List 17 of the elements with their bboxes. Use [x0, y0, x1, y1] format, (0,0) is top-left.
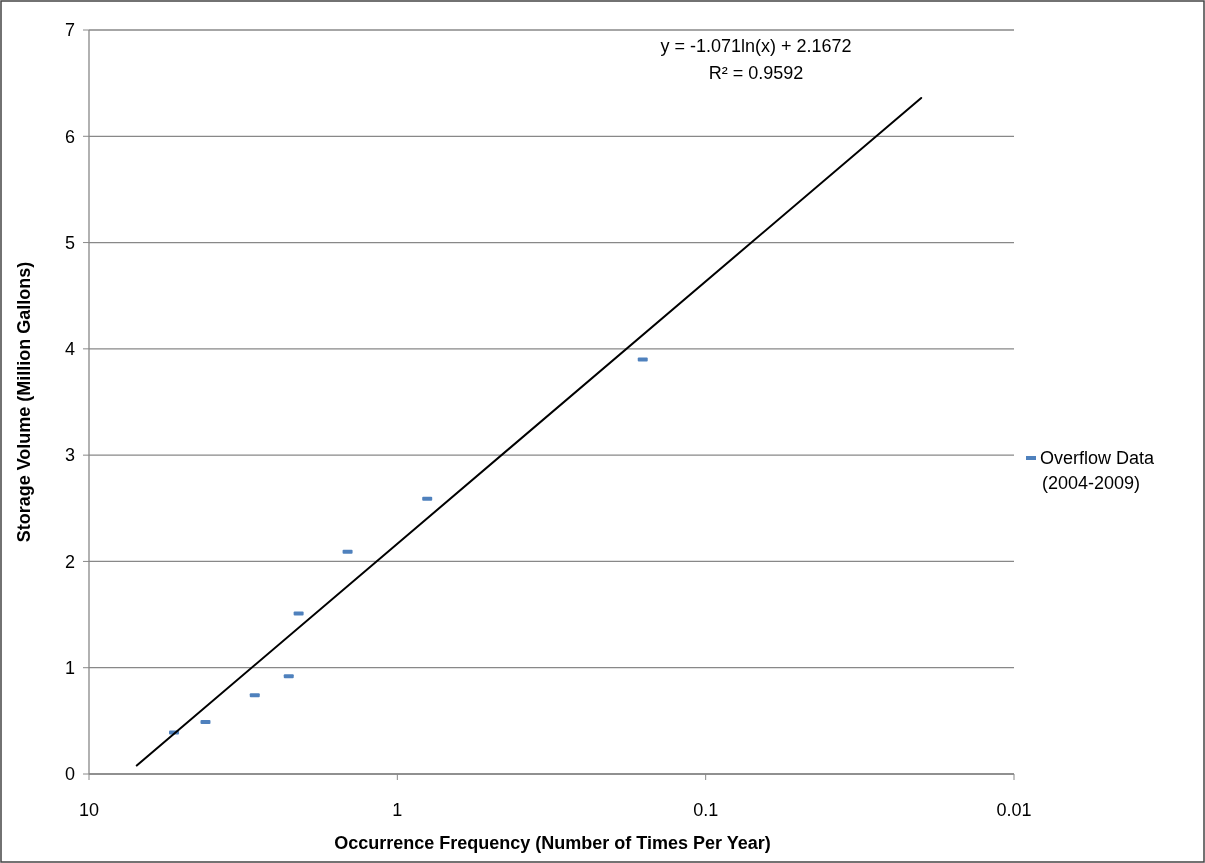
- x-axis-title: Occurrence Frequency (Number of Times Per Year): [334, 833, 771, 853]
- legend-label: Overflow Data (2004-2009): [1040, 448, 1156, 494]
- y-tick-label: 0: [64, 764, 75, 785]
- y-tick-label: 5: [64, 232, 75, 253]
- y-tick-label: 2: [64, 551, 75, 572]
- y-tick-label: 6: [64, 126, 75, 147]
- y-tick-label: 4: [64, 339, 75, 360]
- y-tick-label: 3: [64, 445, 75, 466]
- x-tick-label: 0.01: [996, 800, 1032, 820]
- x-tick-label: 1: [392, 800, 403, 820]
- y-axis-title: Storage Volume (Million Gallons): [14, 261, 34, 543]
- annotation: R² = 0.9592: [708, 63, 804, 84]
- x-tick-label: 10: [78, 800, 100, 820]
- x-tick-label: 0.1: [693, 800, 719, 820]
- y-tick-label: 1: [64, 658, 75, 679]
- y-tick-label: 7: [64, 20, 75, 41]
- annotation: y = -1.071ln(x) + 2.1672: [660, 36, 852, 57]
